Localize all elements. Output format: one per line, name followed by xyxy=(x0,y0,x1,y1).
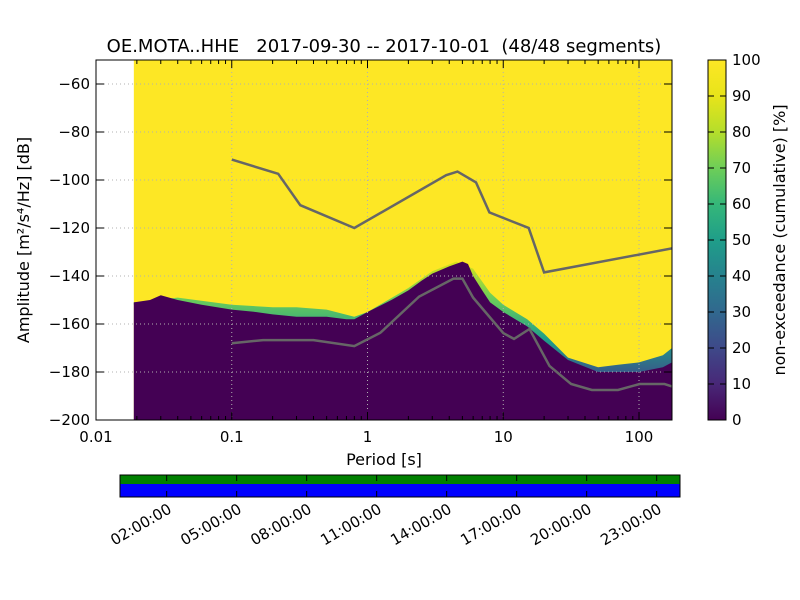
colorbar-label: non-exceedance (cumulative) [%] xyxy=(770,104,789,375)
colorbar-tick-label: 40 xyxy=(732,267,751,285)
y-tick-label: −60 xyxy=(58,75,90,93)
y-tick-label: −200 xyxy=(49,411,90,429)
timeline-tick-label: 05:00:00 xyxy=(177,500,244,549)
colorbar-tick-label: 70 xyxy=(732,159,751,177)
colorbar-tick-label: 0 xyxy=(732,411,742,429)
psd-transition-band xyxy=(133,261,672,382)
timeline-top-bar xyxy=(120,475,680,484)
x-tick-label: 10 xyxy=(494,428,513,446)
colorbar-tick-label: 20 xyxy=(732,339,751,357)
x-tick-label: 0.1 xyxy=(220,428,244,446)
plot-area: 0.01 0.1 1 10 100 −60 −80 −100 −120 −140 −160 −180… xyxy=(49,59,673,446)
timeline-frame xyxy=(119,474,681,498)
timeline-tick-label: 17:00:00 xyxy=(457,500,524,549)
y-axis: −60 −80 −100 −120 −140 −160 −180 −200 xyxy=(49,75,672,429)
y-tick-label: −80 xyxy=(58,123,90,141)
timeline-tick-label: 08:00:00 xyxy=(247,500,314,549)
colorbar-tick-label: 90 xyxy=(732,87,751,105)
colorbar-tick-label: 10 xyxy=(732,375,751,393)
timeline-bottom-bar xyxy=(120,484,680,497)
high-noise-model-line xyxy=(231,158,672,274)
x-axis: 0.01 0.1 1 10 100 xyxy=(79,60,653,446)
chart-title: OE.MOTA..HHE 2017-09-30 -- 2017-10-01 (4… xyxy=(107,36,662,57)
colorbar-tick-label: 50 xyxy=(732,231,751,249)
y-tick-label: −180 xyxy=(49,363,90,381)
timeline-tick-label: 20:00:00 xyxy=(527,500,594,549)
timeline-tick-label: 11:00:00 xyxy=(317,500,384,549)
timeline-tick-label: 23:00:00 xyxy=(597,500,664,549)
colorbar-tick-label: 60 xyxy=(732,195,751,213)
colorbar-tick-label: 30 xyxy=(732,303,751,321)
x-tick-label: 100 xyxy=(625,428,654,446)
grid-lines xyxy=(96,60,672,420)
y-tick-label: −120 xyxy=(49,219,90,237)
y-tick-label: −140 xyxy=(49,267,90,285)
timeline: 02:00:00 05:00:00 08:00:00 11:00:00 14:00:00… xyxy=(107,474,681,549)
timeline-tick-label: 14:00:00 xyxy=(387,500,454,549)
x-axis-label: Period [s] xyxy=(346,450,422,469)
timeline-tick-label: 02:00:00 xyxy=(107,500,174,549)
y-axis-label: Amplitude [m²/s⁴/Hz] [dB] xyxy=(14,137,33,343)
y-tick-label: −160 xyxy=(49,315,90,333)
plot-frame xyxy=(95,59,673,421)
y-tick-label: −100 xyxy=(49,171,90,189)
colorbar-tick-label: 80 xyxy=(732,123,751,141)
x-tick-label: 1 xyxy=(363,428,373,446)
x-tick-label: 0.01 xyxy=(79,428,112,446)
psd-below-region xyxy=(133,261,672,420)
colorbar-tick-label: 100 xyxy=(732,51,761,69)
low-noise-model-line xyxy=(231,277,672,392)
